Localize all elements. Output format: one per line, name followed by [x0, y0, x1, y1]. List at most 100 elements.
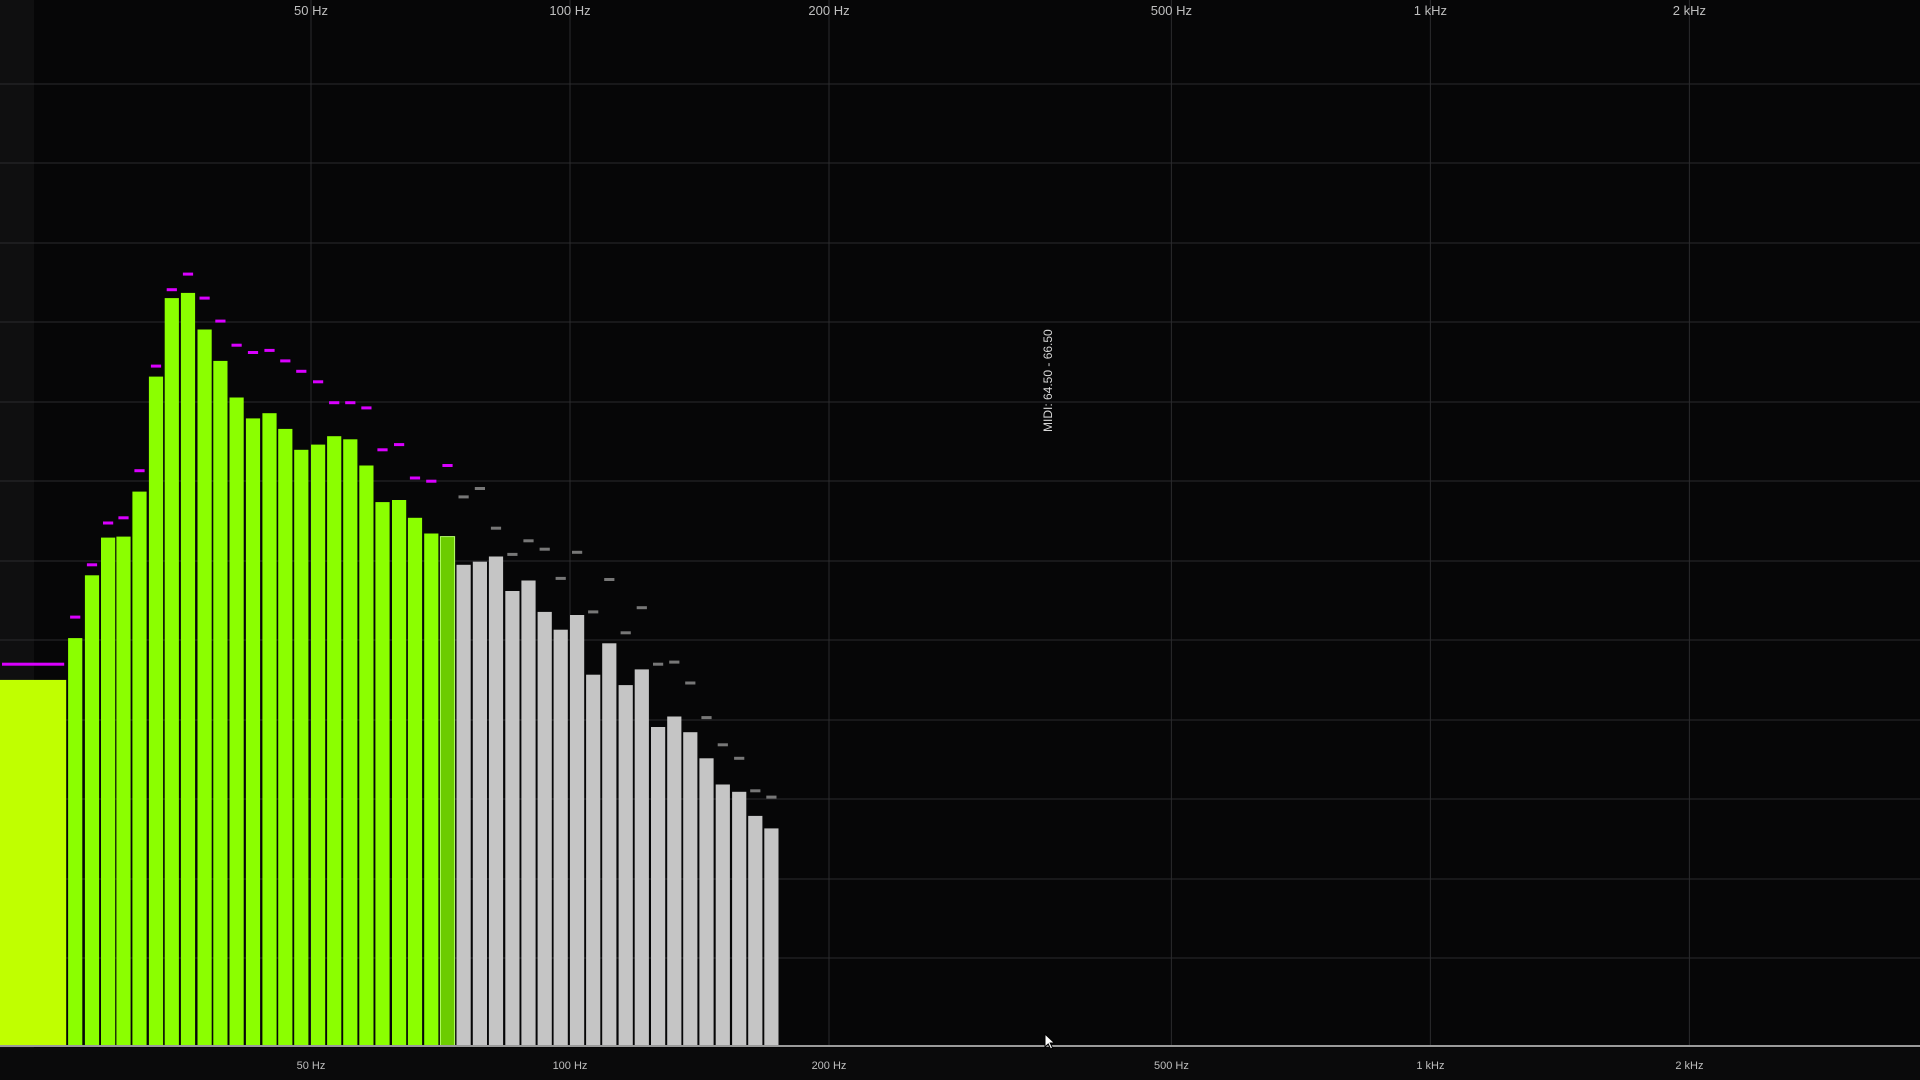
peak-marker [442, 464, 453, 467]
peak-marker [118, 516, 129, 520]
spectrum-bar[interactable] [84, 575, 100, 1046]
bottom-freq-tick-label: 100 Hz [553, 1060, 588, 1072]
spectrum-bar[interactable] [180, 292, 196, 1046]
selected-band-midi-label: MIDI: 64.50 - 66.50 [1041, 329, 1055, 432]
spectrum-bar[interactable] [164, 298, 179, 1047]
top-freq-tick-label: 200 Hz [808, 3, 849, 18]
top-freq-tick-label: 2 kHz [1673, 3, 1706, 18]
peak-marker [620, 631, 631, 635]
spectrum-bar[interactable] [586, 674, 601, 1046]
peak-marker [409, 476, 421, 480]
peak-marker [523, 539, 534, 543]
spectrum-bar[interactable] [667, 716, 682, 1047]
spectrum-bars[interactable] [0, 292, 779, 1047]
peak-marker [539, 547, 550, 551]
peak-marker [182, 272, 194, 276]
peak-marker [2, 662, 65, 666]
peak-marker [588, 610, 599, 614]
peak-marker [572, 550, 583, 554]
peak-marker [653, 662, 664, 666]
spectrum-bar[interactable] [748, 815, 763, 1046]
frequency-axis: 50 Hz 50 Hz 100 Hz 100 Hz 200 Hz 200 Hz 500 Hz… [0, 3, 1920, 1080]
spectrum-bar[interactable] [311, 444, 326, 1047]
spectrum-bar[interactable] [472, 561, 487, 1046]
spectrum-bar[interactable] [602, 643, 617, 1046]
peak-marker [70, 615, 81, 619]
spectrum-bar[interactable] [197, 329, 212, 1047]
peak-marker [313, 380, 324, 384]
spectrum-bar[interactable] [488, 556, 504, 1047]
peak-marker [701, 716, 712, 720]
peak-marker [86, 563, 98, 567]
spectrum-bar[interactable] [294, 449, 309, 1046]
peak-marker [604, 578, 615, 581]
spectrum-bar[interactable] [359, 465, 374, 1047]
peak-marker [669, 660, 680, 664]
spectrum-bar[interactable] [229, 397, 244, 1047]
spectrum-bar[interactable] [343, 439, 358, 1046]
spectrum-bar[interactable] [634, 669, 649, 1046]
top-freq-tick-label: 50 Hz [294, 3, 328, 18]
peak-marker [458, 495, 469, 499]
peak-marker [394, 443, 405, 447]
mouse-cursor-icon [1044, 1032, 1056, 1050]
spectrum-bar[interactable] [505, 591, 520, 1046]
peak-marker [717, 743, 728, 747]
spectrum-bar[interactable] [553, 629, 568, 1046]
peak-marker [685, 681, 696, 685]
peak-marker [766, 795, 777, 799]
peak-marker [231, 343, 242, 347]
spectrum-bar[interactable] [148, 376, 164, 1047]
spectrum-bar[interactable] [392, 500, 407, 1046]
spectrum-bar[interactable] [327, 436, 342, 1046]
peak-marker [215, 319, 226, 323]
top-freq-tick-label: 1 kHz [1414, 3, 1447, 18]
spectrum-bar[interactable] [407, 517, 423, 1046]
spectrum-bar[interactable] [651, 727, 666, 1046]
spectrum-bar[interactable] [0, 679, 67, 1046]
peak-marker [247, 351, 259, 354]
peak-marker [264, 348, 275, 352]
peak-marker [361, 406, 372, 410]
spectrum-bar[interactable] [116, 536, 131, 1046]
bottom-freq-tick-label: 50 Hz [297, 1060, 326, 1072]
peak-markers [2, 272, 777, 799]
spectrum-bar[interactable] [683, 732, 698, 1046]
peak-marker [474, 487, 485, 490]
spectrum-bar[interactable] [101, 537, 116, 1046]
spectrum-bar[interactable] [764, 828, 779, 1046]
spectrum-bar[interactable] [732, 791, 747, 1046]
spectrum-bar[interactable] [68, 638, 83, 1046]
peak-marker [345, 401, 356, 405]
bottom-freq-tick-label: 500 Hz [1154, 1060, 1189, 1072]
spectrum-bar[interactable] [618, 685, 633, 1046]
bottom-freq-tick-label: 2 kHz [1675, 1060, 1703, 1072]
spectrum-bar[interactable] [262, 413, 277, 1046]
spectrum-bar[interactable] [213, 360, 228, 1046]
peak-marker [750, 789, 761, 793]
peak-marker [636, 606, 647, 610]
bottom-axis-bar [0, 1048, 1920, 1080]
spectrum-bar-selected[interactable] [439, 536, 456, 1047]
spectrum-bar[interactable] [699, 758, 714, 1046]
spectrum-bar[interactable] [245, 418, 261, 1046]
peak-marker [426, 479, 437, 483]
peak-marker [166, 288, 177, 292]
spectrum-bar[interactable] [424, 533, 439, 1047]
peak-marker [734, 756, 745, 760]
spectrum-bar[interactable] [521, 580, 536, 1047]
peak-marker [490, 526, 502, 530]
peak-marker [296, 369, 307, 373]
spectrum-bar[interactable] [456, 564, 471, 1046]
spectrum-bar[interactable] [278, 428, 293, 1046]
top-freq-tick-label: 100 Hz [549, 3, 590, 18]
spectrum-bar[interactable] [570, 615, 585, 1046]
spectrum-bar[interactable] [537, 611, 552, 1046]
spectrum-bar[interactable] [375, 502, 390, 1047]
peak-marker [377, 448, 388, 452]
spectrum-bar[interactable] [132, 491, 147, 1047]
peak-marker [134, 469, 145, 473]
peak-marker [329, 401, 340, 405]
spectrum-bar[interactable] [715, 784, 730, 1047]
